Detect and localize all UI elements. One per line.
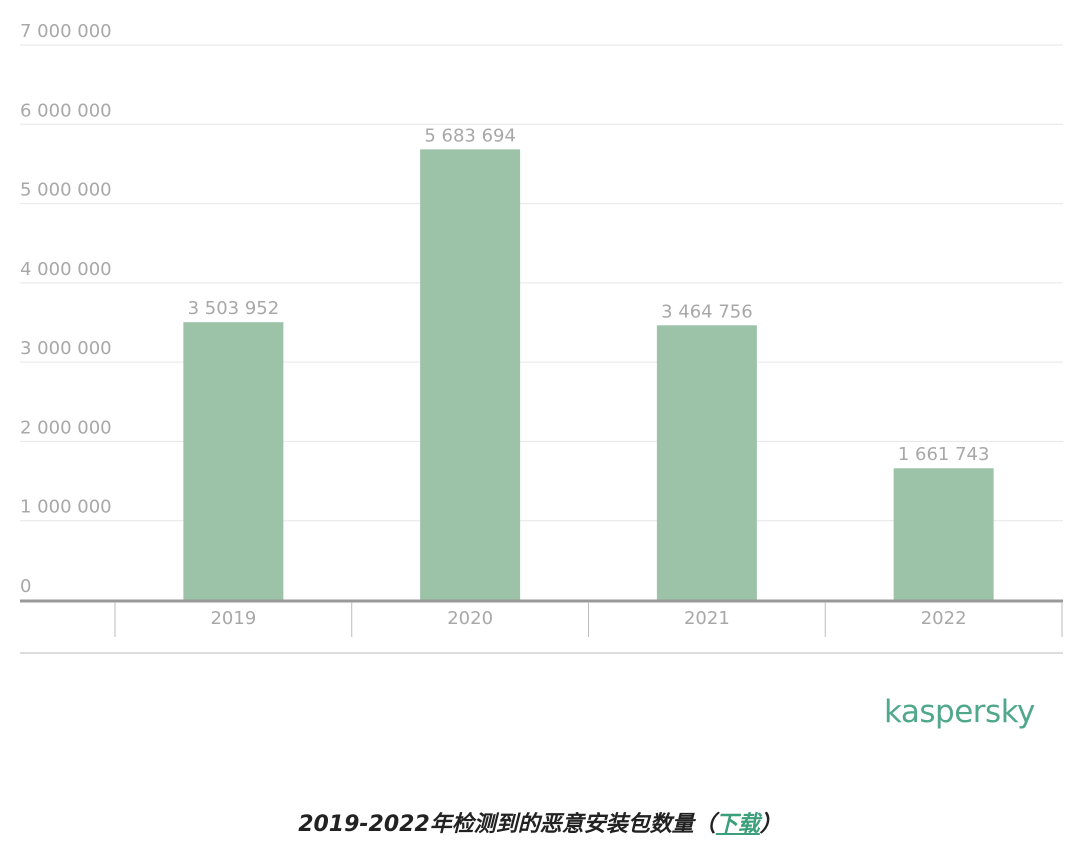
value-label: 3 503 952 <box>188 298 280 319</box>
value-label: 5 683 694 <box>424 125 516 146</box>
y-tick-label: 3 000 000 <box>20 338 112 359</box>
y-tick-label: 6 000 000 <box>20 100 112 121</box>
y-tick-label: 1 000 000 <box>20 497 112 518</box>
download-link[interactable]: 下载 <box>715 812 760 837</box>
caption: 2019-2022年检测到的恶意安装包数量（下载） <box>0 806 1080 838</box>
x-tick-label: 2020 <box>447 608 493 629</box>
x-tick-label: 2022 <box>921 608 967 629</box>
bar <box>656 325 757 600</box>
y-tick-label: 5 000 000 <box>20 180 112 201</box>
bar <box>893 468 994 600</box>
bar <box>183 322 284 600</box>
caption-end: ） <box>759 812 782 837</box>
y-tick-label: 0 <box>20 576 31 597</box>
caption-text: 2019-2022年检测到的恶意安装包数量（ <box>298 812 716 837</box>
logo: kaspersky <box>884 694 1035 730</box>
x-tick-label: 2021 <box>684 608 730 629</box>
y-tick-label: 4 000 000 <box>20 259 112 280</box>
chart: 0 1 000 000 2 000 000 3 000 000 4 000 000 5 0… <box>20 21 1063 654</box>
x-tick-label: 2019 <box>210 608 256 629</box>
value-label: 3 464 756 <box>661 301 753 322</box>
bar <box>420 149 521 600</box>
y-tick-label: 7 000 000 <box>20 21 112 42</box>
y-tick-label: 2 000 000 <box>20 417 112 438</box>
value-label: 1 661 743 <box>898 444 990 465</box>
